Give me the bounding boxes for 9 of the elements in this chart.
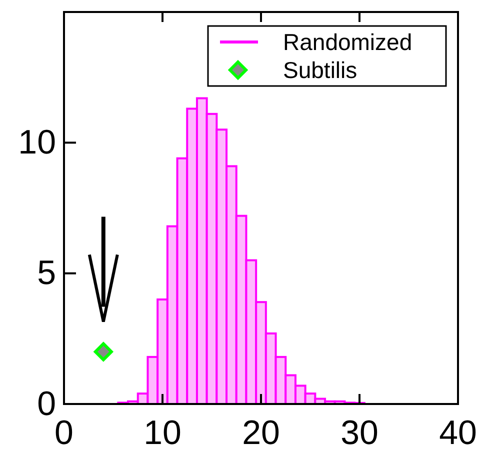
- legend-label: Subtilis: [283, 57, 358, 83]
- x-tick-label: 20: [242, 414, 280, 450]
- x-tick-label: 10: [144, 414, 182, 450]
- x-tick-label: 40: [439, 414, 477, 450]
- x-tick-label: 30: [340, 414, 378, 450]
- legend-label: Randomized: [283, 29, 412, 55]
- y-tick-label: 0: [37, 384, 56, 423]
- y-tick-label: 5: [37, 254, 56, 292]
- y-tick-label: 10: [18, 124, 56, 162]
